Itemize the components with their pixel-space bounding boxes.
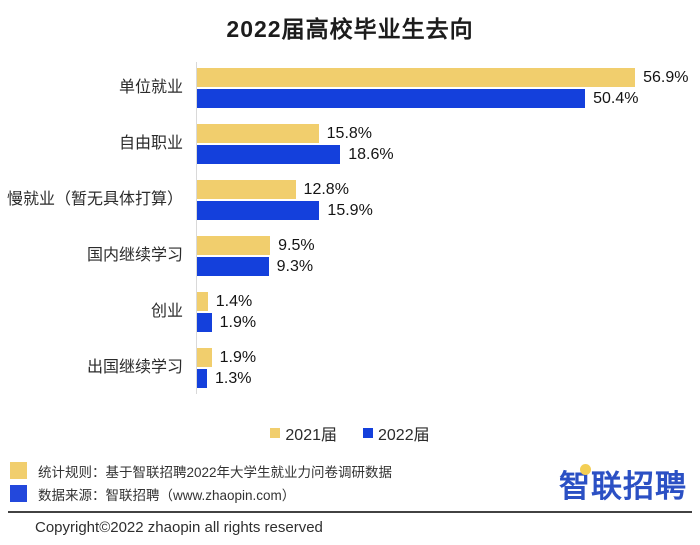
bar-group: 慢就业（暂无具体打算） 12.8% 15.9%	[0, 180, 700, 220]
value-label: 56.9%	[643, 68, 689, 86]
value-label: 15.8%	[326, 124, 373, 142]
logo-dot-icon	[580, 464, 591, 475]
bar-line: 56.9%	[197, 68, 689, 87]
legend-label: 2021届	[285, 427, 337, 444]
bar-2022届	[197, 257, 269, 276]
bar-line: 50.4%	[197, 89, 689, 108]
category-label: 慢就业（暂无具体打算）	[6, 191, 183, 208]
bar-2022届	[197, 89, 586, 108]
chart-title: 2022届高校毕业生去向	[226, 16, 474, 42]
bar-pair: 12.8% 15.9%	[190, 180, 373, 220]
note-text: 数据来源：智联招聘（www.zhaopin.com）	[38, 487, 296, 503]
footnotes: 统计规则：基于智联招聘2022年大学生就业力问卷调研数据 数据来源：智联招聘（ww…	[10, 462, 392, 508]
value-label: 9.5%	[278, 236, 315, 254]
bar-2021届	[197, 348, 212, 367]
bar-2022届	[197, 313, 212, 332]
y-axis-line	[196, 62, 197, 394]
bar-2021届	[197, 124, 319, 143]
bar-pair: 1.9% 1.3%	[190, 348, 256, 388]
bar-group: 国内继续学习 9.5% 9.3%	[0, 236, 700, 276]
chart-legend: 2021届 2022届	[0, 421, 700, 445]
bar-pair: 15.8% 18.6%	[190, 124, 394, 164]
bar-2021届	[197, 180, 296, 199]
value-label: 15.9%	[327, 201, 373, 219]
bar-pair: 56.9% 50.4%	[190, 68, 689, 108]
footer-divider	[8, 511, 692, 513]
bar-2021届	[197, 292, 208, 311]
legend-item-2022届: 2022届	[363, 421, 430, 445]
legend-item-2021届: 2021届	[270, 421, 337, 445]
value-label: 1.9%	[219, 348, 257, 366]
category-label: 出国继续学习	[86, 359, 183, 376]
legend-label: 2022届	[378, 427, 430, 444]
bar-line: 1.9%	[197, 348, 256, 367]
value-label: 12.8%	[303, 180, 349, 198]
bar-group: 创业 1.4% 1.9%	[0, 292, 700, 332]
bar-2022届	[197, 201, 320, 220]
legend-marker-icon	[270, 428, 281, 438]
category-label: 国内继续学习	[86, 247, 183, 264]
bar-line: 15.9%	[197, 201, 373, 220]
value-label: 9.3%	[276, 257, 314, 275]
value-label: 18.6%	[348, 145, 394, 163]
note-marker-icon	[10, 462, 27, 479]
category-label: 创业	[150, 303, 183, 320]
zhaopin-logo: 智联招聘	[559, 461, 687, 506]
note-row: 统计规则：基于智联招聘2022年大学生就业力问卷调研数据	[10, 462, 393, 480]
note-row: 数据来源：智联招聘（www.zhaopin.com）	[10, 485, 392, 503]
bar-2021届	[197, 236, 271, 255]
bar-group: 自由职业 15.8% 18.6%	[0, 124, 700, 164]
copyright-text: Copyright©2022 zhaopin all rights reserv…	[35, 519, 323, 536]
legend-marker-icon	[363, 428, 373, 438]
note-marker-icon	[10, 485, 27, 502]
value-label: 1.3%	[215, 369, 252, 387]
bar-pair: 1.4% 1.9%	[190, 292, 256, 332]
bar-2021届	[197, 68, 636, 87]
bar-line: 15.8%	[197, 124, 394, 143]
bar-group: 单位就业 56.9% 50.4%	[0, 68, 700, 108]
value-label: 1.4%	[215, 292, 253, 310]
bar-chart: 单位就业 56.9% 50.4% 自由职业 15.8% 18.6% 慢就业（暂无具体打算） 1…	[0, 68, 700, 404]
bar-pair: 9.5% 9.3%	[190, 236, 315, 276]
category-label: 自由职业	[118, 135, 183, 152]
value-label: 50.4%	[593, 89, 639, 107]
bar-2022届	[197, 369, 207, 388]
bar-line: 1.3%	[197, 369, 256, 388]
bar-line: 1.4%	[197, 292, 256, 311]
bar-line: 12.8%	[197, 180, 373, 199]
bar-line: 9.5%	[197, 236, 315, 255]
category-label: 单位就业	[118, 79, 183, 96]
bar-line: 9.3%	[197, 257, 315, 276]
bar-line: 18.6%	[197, 145, 394, 164]
bar-group: 出国继续学习 1.9% 1.3%	[0, 348, 700, 388]
logo-text: 智联招聘	[559, 469, 687, 504]
bar-line: 1.9%	[197, 313, 256, 332]
value-label: 1.9%	[219, 313, 257, 331]
note-text: 统计规则：基于智联招聘2022年大学生就业力问卷调研数据	[38, 464, 393, 480]
bar-2022届	[197, 145, 341, 164]
